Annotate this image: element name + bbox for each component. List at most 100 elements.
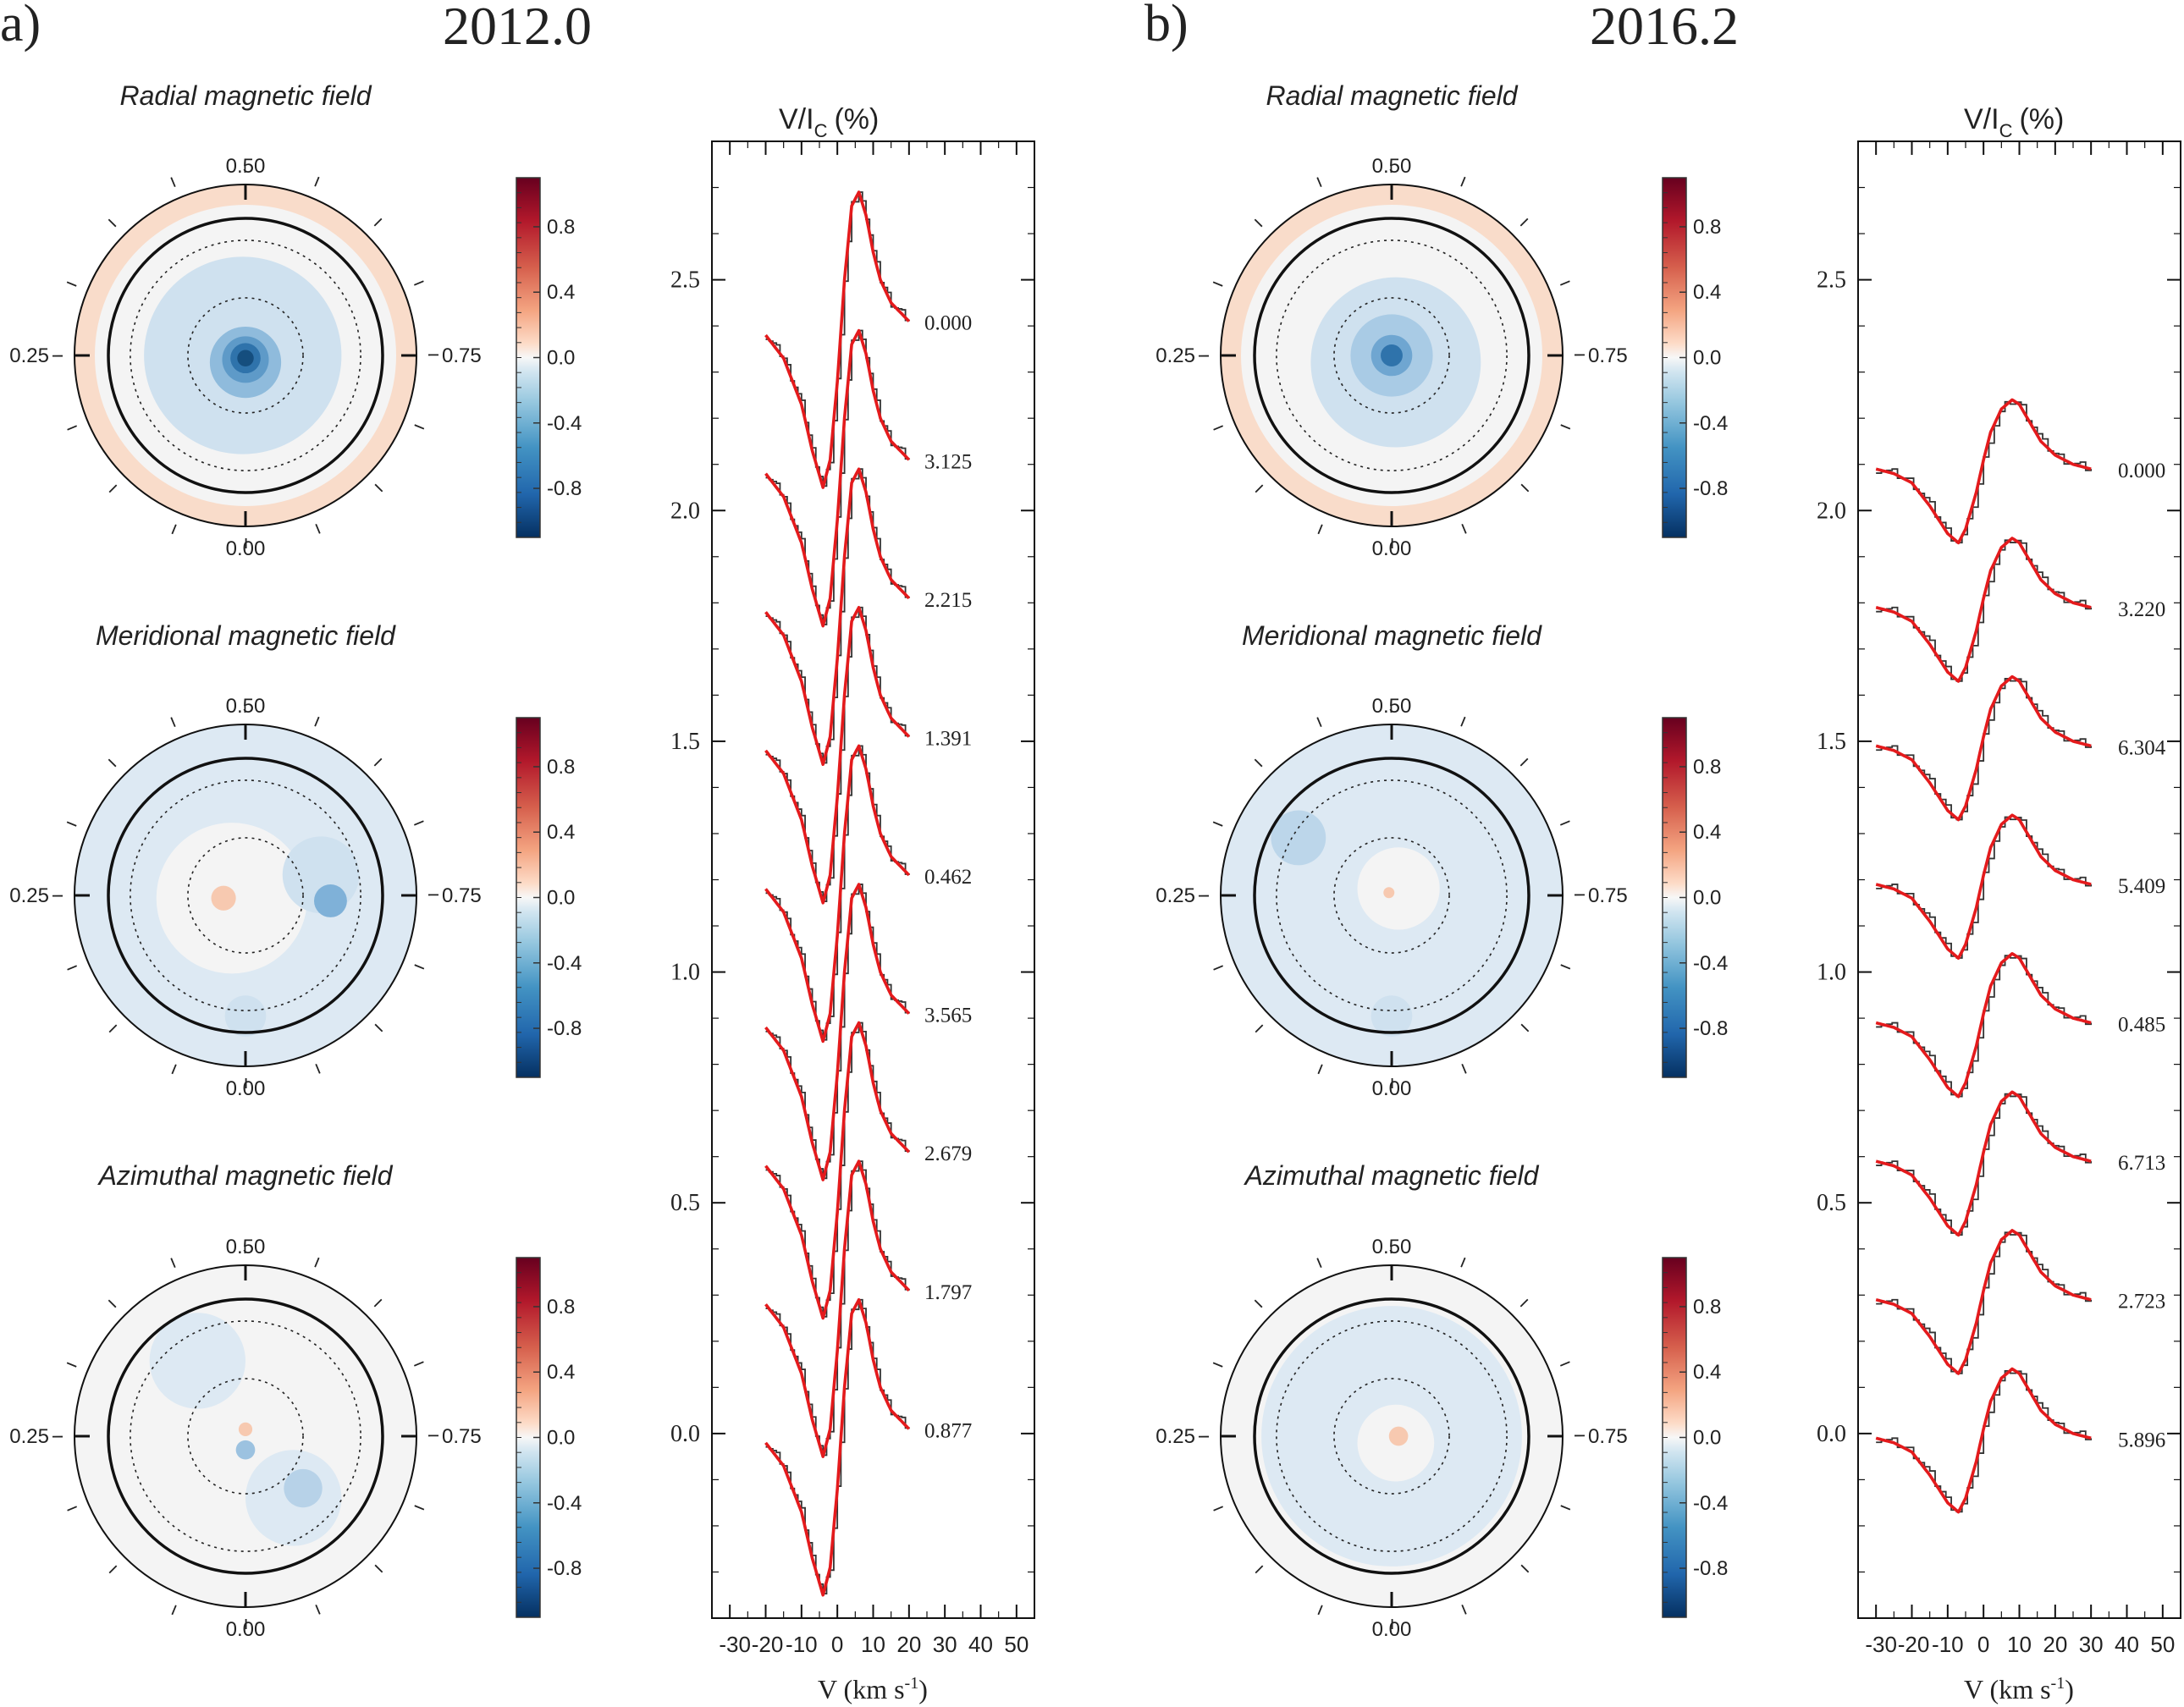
map-b-2-equator [1253,1297,1530,1575]
map-b-1-phase-tick-12 [1460,716,1466,727]
map-a-2-label-bottom: 0.00 [226,1618,266,1641]
profile-a-6-label: 2.679 [924,1143,972,1165]
profiles-a-yticklabel-4: 2.0 [670,498,700,524]
profile-b-1 [1875,537,2093,683]
map-b-1-phase-tick-9 [1254,758,1263,768]
map-b-2-label-right: 0.75 [1588,1425,1628,1448]
profile-a-4-observed [765,745,910,1041]
profile-a-8-model [764,1297,911,1597]
profiles-b-xticklabel-2: -10 [1932,1632,1964,1657]
colorbar-a-1-ticklabel-4: -0.8 [547,1017,582,1040]
colorbar-a-2-ticklabel-0: 0.8 [547,1296,575,1319]
profile-b-4-model [1875,952,2092,1099]
map-a-0-phase-tick-6 [67,425,78,431]
profile-a-0 [764,190,911,489]
map-b-1-label-left: 0.25 [1155,884,1195,907]
colorbar-a-0-ticklabel-1: 0.4 [547,281,575,304]
map-b-1-spot-3 [1371,995,1413,1037]
profiles-b-xticklabel-6: 30 [2079,1632,2104,1657]
map-b-2: 0.50 0.00 0.25 0.75 [1155,1236,1627,1641]
profile-a-7 [764,1159,911,1458]
profile-a-8 [764,1297,911,1597]
map-b-2-phase-tick-10 [1316,1258,1322,1269]
map-a-1-label-top: 0.50 [226,695,266,718]
profile-b-7 [1875,1367,2093,1514]
map-title-b-2: Azimuthal magnetic field [1244,1160,1540,1191]
profile-a-5-observed [765,884,910,1180]
map-a-1-phase-tick-0 [414,964,425,970]
map-a-2-phase-tick-10 [170,1258,176,1269]
profile-b-5 [1875,1090,2093,1237]
colorbar-a-0: 0.8 0.4 0.0 -0.4 -0.8 [516,177,582,538]
profile-b-3-observed [1876,816,2093,959]
map-a-1-phase-tick-5 [108,1024,118,1033]
profile-b-6-label: 2.723 [2118,1291,2165,1313]
map-a-2-latitude-ring-0 [187,1378,304,1495]
map-b-0-spot-3 [1381,344,1403,366]
map-b-1-label-top: 0.50 [1372,695,1412,718]
map-b-2-label-bottom: 0.00 [1372,1618,1412,1641]
profile-a-1-label: 3.125 [924,450,972,473]
profiles-a-xticklabel-0: -30 [719,1632,751,1657]
map-b-0-phase-tick-0 [1560,424,1571,430]
map-b-2-phase-tick-13 [1519,1298,1529,1308]
map-b-2-phase-tick-14 [1559,1361,1570,1367]
colorbar-b-2: 0.8 0.4 0.0 -0.4 -0.8 [1662,1257,1728,1618]
profile-a-0-label: 0.000 [924,312,972,335]
map-a-2-phase-tick-1 [374,1564,383,1573]
map-a-1-label-right: 0.75 [442,884,482,907]
profile-a-4-model [764,744,911,1043]
colorbar-a-1: 0.8 0.4 0.0 -0.4 -0.8 [516,717,582,1078]
panel-b-profiles-xlabel: V (km s-1) [1964,1674,2074,1704]
map-a-1-phase-tick-9 [108,758,117,768]
panel-a-label: a) [0,0,41,52]
colorbar-a-0-ticklabel-3: -0.4 [547,412,582,435]
svg-text:V/IC(%): V/IC (%) [1964,103,2064,141]
map-a-2-phase-tick-9 [108,1299,117,1308]
map-a-0-label-left: 0.25 [9,344,49,367]
panel-b-maps: Radial magnetic field 0.50 0.00 0.25 0.75 Mer… [1155,80,1627,1641]
colorbar-b-1-ticklabel-2: 0.0 [1693,887,1721,910]
map-b-2-phase-tick-0 [1560,1505,1571,1511]
map-a-1-spot-1 [314,884,347,917]
map-b-1-phase-tick-6 [1213,965,1224,971]
map-b-0-phase-tick-13 [1519,218,1529,227]
profile-b-7-model [1875,1367,2092,1514]
map-b-0-latitude-ring-1 [1276,240,1508,471]
profiles-a-yticklabel-0: 0.0 [670,1421,700,1447]
map-b-1-phase-tick-13 [1519,757,1529,767]
map-a-0-phase-tick-10 [170,177,176,188]
profile-b-0-model [1875,398,2092,545]
colorbar-a-1-ticklabel-3: -0.4 [547,952,582,975]
profile-b-7-label: 5.896 [2118,1429,2165,1451]
colorbar-a-1-ticklabel-0: 0.8 [547,756,575,779]
profile-b-4 [1875,952,2093,1099]
map-a-2-phase-tick-0 [414,1505,425,1511]
colorbar-b-1-ticklabel-0: 0.8 [1693,756,1721,779]
map-b-1-phase-tick-1 [1520,1023,1530,1032]
colorbar-a-1-ticklabel-2: 0.0 [547,887,575,910]
profiles-b-yticklabel-5: 2.5 [1817,267,1846,294]
map-a-0-latitude-ring-0 [187,297,304,414]
map-a-2-phase-tick-8 [66,1362,77,1368]
map-a-2-latitude-ring-1 [130,1320,361,1552]
map-a-0-phase-tick-1 [374,483,383,493]
map-b-2-label-left: 0.25 [1155,1425,1195,1448]
colorbar-a-0-ticklabel-0: 0.8 [547,216,575,239]
map-b-0-phase-tick-8 [1212,281,1223,287]
map-b-0-phase-tick-4 [1317,524,1323,535]
colorbar-b-0-ticklabel-0: 0.8 [1693,216,1721,239]
profiles-a-xticklabel-3: 0 [831,1632,843,1657]
map-a-1-spot-3 [224,995,267,1037]
profile-b-2-model [1875,675,2092,822]
map-b-0-latitude-ring-0 [1333,297,1450,414]
profiles-a-xticklabel-8: 50 [1004,1632,1029,1657]
map-a-1-label-left: 0.25 [9,884,49,907]
profile-a-2-label: 2.215 [924,589,972,612]
map-a-0-label-top: 0.50 [226,155,266,178]
profile-a-4 [764,744,911,1043]
profile-a-6-model [764,1021,911,1320]
map-b-2-phase-tick-2 [1461,1604,1467,1615]
profiles-a-yticklabel-5: 2.5 [670,267,700,294]
